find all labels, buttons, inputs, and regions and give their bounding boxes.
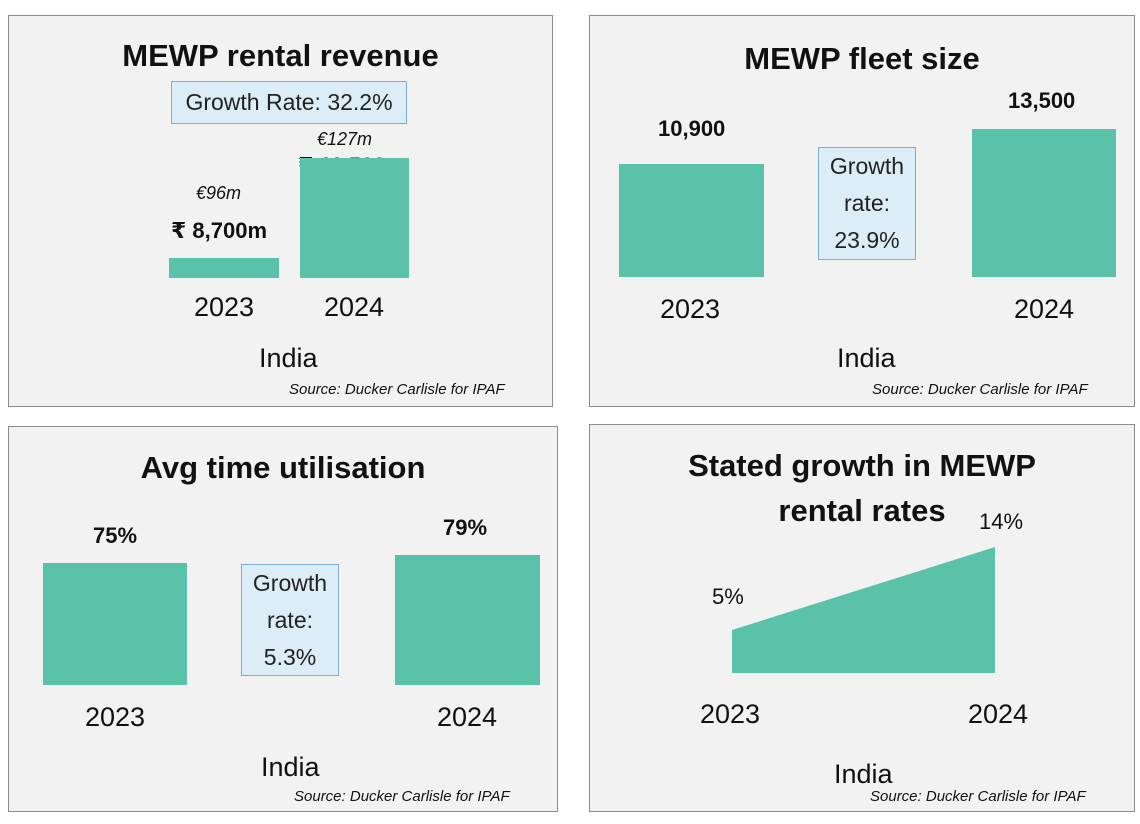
chart-title: MEWP rental revenue bbox=[122, 38, 439, 73]
bar-value-label-2023: 75% bbox=[93, 523, 138, 548]
chart-panel-rental-rate-growth: Stated growth in MEWP rental rates 5% 14… bbox=[589, 424, 1135, 812]
x-tick-label-2023: 2023 bbox=[194, 292, 255, 322]
bar-secondary-label-2023: €96m bbox=[196, 183, 242, 203]
bar-2024 bbox=[300, 158, 409, 278]
bar-value-label-2023: 10,900 bbox=[658, 116, 726, 141]
source-note: Source: Ducker Carlisle for IPAF bbox=[872, 381, 1088, 398]
x-axis-label: India bbox=[259, 343, 318, 373]
x-tick-label-2023: 2023 bbox=[700, 699, 761, 729]
area-series-fill bbox=[732, 547, 995, 673]
chart-title-line-2: rental rates bbox=[778, 493, 946, 528]
x-tick-label-2023: 2023 bbox=[85, 702, 146, 732]
x-tick-label-2024: 2024 bbox=[437, 702, 498, 732]
chart-panel-time-utilisation: Avg time utilisation 75% 79% Growth rate… bbox=[8, 426, 558, 812]
bar-2024 bbox=[395, 555, 540, 685]
bar-secondary-label-2024: €127m bbox=[317, 129, 373, 149]
source-note: Source: Ducker Carlisle for IPAF bbox=[870, 788, 1086, 805]
chart-panel-fleet-size: MEWP fleet size 10,900 13,500 Growth rat… bbox=[589, 15, 1135, 407]
chart-title: Avg time utilisation bbox=[140, 450, 426, 485]
chart-panel-rental-revenue: MEWP rental revenue Growth Rate: 32.2% €… bbox=[8, 15, 553, 407]
growth-rate-box: Growth rate: 5.3% bbox=[241, 564, 339, 676]
growth-line-3: 23.9% bbox=[834, 227, 900, 253]
growth-line-2: rate: bbox=[843, 190, 891, 216]
bar-2023 bbox=[169, 258, 279, 278]
chart-title: MEWP fleet size bbox=[744, 41, 980, 76]
point-value-label-2024: 14% bbox=[979, 509, 1024, 534]
growth-line-2: rate: bbox=[266, 607, 314, 633]
x-axis-label: India bbox=[834, 759, 893, 789]
point-value-label-2023: 5% bbox=[712, 584, 744, 609]
growth-rate-box: Growth rate: 23.9% bbox=[818, 147, 916, 260]
x-tick-label-2024: 2024 bbox=[1014, 294, 1075, 324]
bar-value-label-2024: 79% bbox=[443, 515, 488, 540]
area-chart bbox=[732, 547, 995, 673]
growth-line-1: Growth bbox=[252, 570, 328, 596]
x-axis-label: India bbox=[837, 343, 896, 373]
growth-rate-box: Growth Rate: 32.2% bbox=[171, 81, 407, 124]
chart-title-line-1: Stated growth in MEWP bbox=[688, 448, 1036, 483]
bar-2024 bbox=[972, 129, 1116, 277]
x-tick-label-2024: 2024 bbox=[968, 699, 1029, 729]
bar-2023 bbox=[619, 164, 764, 277]
bar-2023 bbox=[43, 563, 187, 685]
x-tick-label-2023: 2023 bbox=[660, 294, 721, 324]
source-note: Source: Ducker Carlisle for IPAF bbox=[294, 788, 510, 805]
bar-value-label-2024: 13,500 bbox=[1008, 88, 1076, 113]
bar-value-label-2023: ₹ 8,700m bbox=[171, 218, 268, 243]
growth-line-1: Growth bbox=[829, 153, 905, 179]
x-tick-label-2024: 2024 bbox=[324, 292, 385, 322]
x-axis-label: India bbox=[261, 752, 320, 782]
growth-line-3: 5.3% bbox=[263, 644, 317, 670]
source-note: Source: Ducker Carlisle for IPAF bbox=[289, 381, 505, 398]
